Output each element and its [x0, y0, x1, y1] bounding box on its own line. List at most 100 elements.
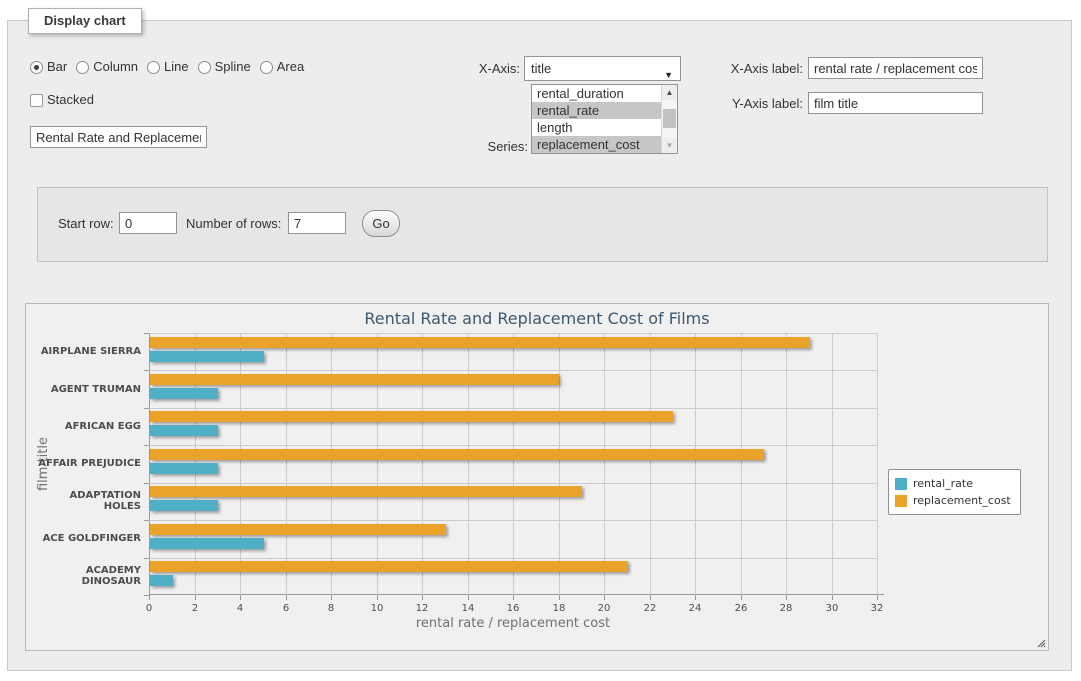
legend-item-replacement_cost[interactable]: replacement_cost [895, 492, 1011, 509]
y-tick [144, 483, 149, 484]
replacement_cost-bar[interactable] [150, 411, 673, 422]
x-tick-label: 10 [362, 603, 392, 614]
radio-spline[interactable] [198, 61, 211, 74]
page: Display chart BarColumnLineSplineArea St… [0, 0, 1081, 681]
series-scrollbar[interactable]: ▲ ▼ [661, 85, 677, 153]
radio-label-spline: Spline [215, 56, 251, 78]
chart-type-option-spline[interactable]: Spline [198, 56, 251, 78]
radio-area[interactable] [260, 61, 273, 74]
legend-swatch-rental_rate [895, 478, 907, 490]
gridline-h [149, 445, 877, 446]
x-axis-label-text: X-Axis: [432, 58, 520, 80]
x-tick [741, 595, 742, 600]
legend-item-rental_rate[interactable]: rental_rate [895, 475, 1011, 492]
rental_rate-bar[interactable] [150, 388, 218, 399]
replacement_cost-bar[interactable] [150, 486, 582, 497]
plot-area: 02468101214161820222426283032AIRPLANE SI… [149, 333, 877, 595]
legend-label-rental_rate: rental_rate [913, 477, 973, 490]
radio-label-bar: Bar [47, 56, 67, 78]
x-tick-label: 14 [453, 603, 483, 614]
number-of-rows-label: Number of rows: [186, 213, 281, 235]
gridline-v [604, 333, 605, 595]
x-tick [331, 595, 332, 600]
x-axis-label-input[interactable] [808, 57, 983, 79]
series-option-length[interactable]: length [532, 119, 661, 136]
series-option-rental_rate[interactable]: rental_rate [532, 102, 661, 119]
replacement_cost-bar[interactable] [150, 449, 764, 460]
x-axis-select[interactable]: title ▼ [524, 56, 681, 81]
radio-column[interactable] [76, 61, 89, 74]
x-tick-label: 32 [862, 603, 892, 614]
x-tick-label: 12 [407, 603, 437, 614]
rental_rate-bar[interactable] [150, 425, 218, 436]
chart-type-option-area[interactable]: Area [260, 56, 304, 78]
series-label-text: Series: [460, 136, 528, 158]
gridline-v [422, 333, 423, 595]
x-tick [695, 595, 696, 600]
gridline-v [286, 333, 287, 595]
replacement_cost-bar[interactable] [150, 524, 446, 535]
x-tick [468, 595, 469, 600]
gridline-h [149, 558, 877, 559]
gridline-v [695, 333, 696, 595]
x-tick [559, 595, 560, 600]
resize-grip-icon[interactable] [1035, 637, 1046, 648]
x-tick-label: 2 [180, 603, 210, 614]
gridline-h [149, 483, 877, 484]
gridline-h [149, 333, 877, 334]
y-axis-label-input[interactable] [808, 92, 983, 114]
rental_rate-bar[interactable] [150, 538, 264, 549]
gridline-v [240, 333, 241, 595]
chart-title-input[interactable] [30, 126, 207, 148]
category-label: AIRPLANE SIERRA [31, 333, 141, 370]
gridline-h [149, 370, 877, 371]
start-row-input[interactable] [119, 212, 177, 234]
x-tick-label: 26 [726, 603, 756, 614]
scroll-down-icon[interactable]: ▼ [662, 138, 677, 153]
x-tick-label: 0 [134, 603, 164, 614]
go-button[interactable]: Go [362, 210, 400, 237]
x-axis-selected-value: title [531, 61, 551, 76]
y-tick [144, 370, 149, 371]
radio-label-area: Area [277, 56, 304, 78]
series-multiselect[interactable]: rental_durationrental_ratelengthreplacem… [531, 84, 678, 154]
gridline-v [832, 333, 833, 595]
rental_rate-bar[interactable] [150, 575, 173, 586]
x-tick [286, 595, 287, 600]
chart-legend: rental_rate replacement_cost [888, 469, 1021, 515]
category-label: ACE GOLDFINGER [31, 520, 141, 557]
legend-swatch-replacement_cost [895, 495, 907, 507]
x-tick [786, 595, 787, 600]
gridline-v [331, 333, 332, 595]
radio-bar[interactable] [30, 61, 43, 74]
series-option-rental_duration[interactable]: rental_duration [532, 85, 661, 102]
gridline-h [149, 520, 877, 521]
category-label: AFRICAN EGG [31, 408, 141, 445]
x-tick-label: 22 [635, 603, 665, 614]
rental_rate-bar[interactable] [150, 351, 264, 362]
x-tick [377, 595, 378, 600]
category-label: AFFAIR PREJUDICE [31, 445, 141, 482]
series-option-replacement_cost[interactable]: replacement_cost [532, 136, 661, 153]
x-tick [195, 595, 196, 600]
scroll-up-icon[interactable]: ▲ [662, 85, 677, 100]
radio-line[interactable] [147, 61, 160, 74]
rental_rate-bar[interactable] [150, 500, 218, 511]
x-tick-label: 30 [817, 603, 847, 614]
chart-type-option-column[interactable]: Column [76, 56, 138, 78]
y-tick [144, 595, 149, 596]
x-tick [877, 595, 878, 600]
replacement_cost-bar[interactable] [150, 337, 810, 348]
chart-type-option-line[interactable]: Line [147, 56, 189, 78]
start-row-label: Start row: [58, 213, 114, 235]
x-axis-line [149, 594, 884, 595]
rental_rate-bar[interactable] [150, 463, 218, 474]
y-tick [144, 333, 149, 334]
number-of-rows-input[interactable] [288, 212, 346, 234]
stacked-option[interactable]: Stacked [30, 89, 94, 111]
stacked-checkbox[interactable] [30, 94, 43, 107]
scrollbar-thumb[interactable] [663, 109, 676, 128]
chart-type-option-bar[interactable]: Bar [30, 56, 67, 78]
replacement_cost-bar[interactable] [150, 561, 628, 572]
replacement_cost-bar[interactable] [150, 374, 559, 385]
